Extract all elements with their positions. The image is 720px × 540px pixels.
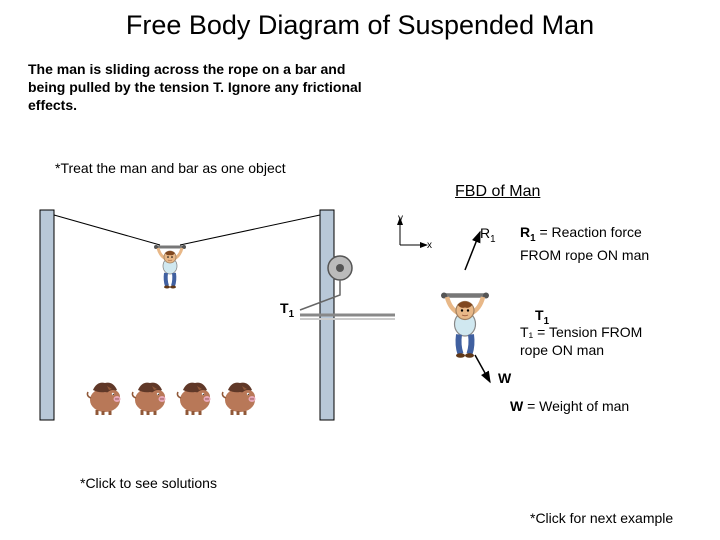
- pig-icon: [132, 383, 165, 415]
- pigs-group: [87, 383, 255, 415]
- pig-icon: [222, 383, 255, 415]
- pig-icon: [177, 383, 210, 415]
- man-fbd-icon: [441, 293, 489, 358]
- w-arrow: [475, 355, 490, 382]
- coordinate-axes: [400, 218, 427, 245]
- fbd-man: [441, 232, 490, 382]
- r1-arrow: [465, 232, 480, 270]
- pig-icon: [87, 383, 120, 415]
- pulley-assembly: [300, 256, 395, 319]
- diagram-canvas: [0, 0, 720, 540]
- man-on-rope-icon: [154, 245, 186, 289]
